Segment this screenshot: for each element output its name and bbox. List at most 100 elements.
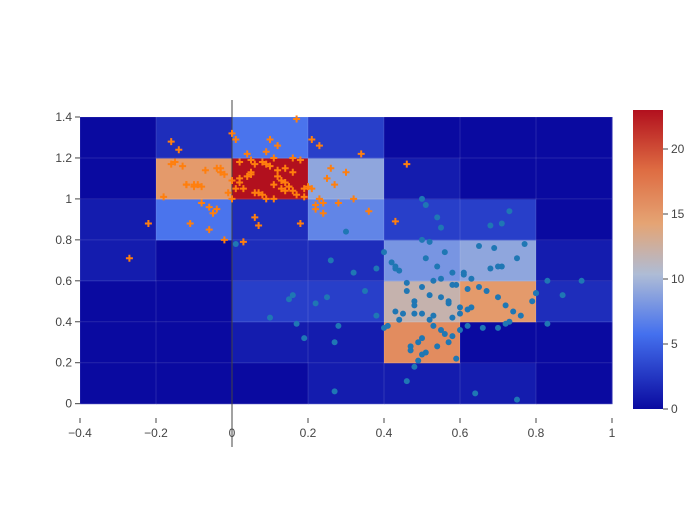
scatter-point bbox=[426, 292, 433, 299]
scatter-point bbox=[422, 202, 429, 209]
scatter-point bbox=[445, 298, 452, 305]
scatter-point bbox=[441, 249, 448, 256]
scatter-point bbox=[468, 275, 475, 282]
scatter-cross-point bbox=[255, 189, 263, 197]
heatmap-cell bbox=[80, 362, 157, 405]
scatter-points bbox=[125, 115, 585, 403]
scatter-cross-point bbox=[403, 160, 411, 168]
scatter-point bbox=[426, 316, 433, 323]
scatter-point bbox=[426, 238, 433, 245]
heatmap-cell bbox=[384, 117, 461, 159]
scatter-cross-point bbox=[296, 156, 304, 164]
heatmap-cell bbox=[384, 239, 461, 282]
scatter-point bbox=[449, 314, 456, 321]
scatter-point bbox=[487, 265, 494, 272]
scatter-point bbox=[289, 292, 296, 299]
scatter-point bbox=[403, 378, 410, 385]
scatter-cross-point bbox=[236, 158, 244, 166]
heatmap-cell bbox=[156, 198, 233, 241]
scatter-cross-point bbox=[304, 183, 312, 191]
colorbar-tick-label: 5 bbox=[671, 337, 678, 351]
y-tick-label: 1 bbox=[65, 192, 72, 206]
x-tick-label: 0.4 bbox=[376, 426, 393, 440]
scatter-point bbox=[438, 326, 444, 333]
scatter-point bbox=[514, 396, 520, 403]
scatter-cross-point bbox=[190, 181, 198, 189]
scatter-cross-point bbox=[220, 236, 228, 244]
heatmap-cell bbox=[536, 280, 613, 323]
scatter-point bbox=[457, 304, 463, 311]
scatter-cross-point bbox=[228, 176, 236, 184]
scatter-point bbox=[491, 245, 498, 252]
heatmap-cell bbox=[232, 239, 309, 282]
heatmap-cell bbox=[536, 239, 613, 282]
scatter-cross-point bbox=[319, 199, 327, 207]
scatter-point bbox=[411, 363, 418, 370]
scatter-cross-point bbox=[293, 115, 301, 123]
scatter-point bbox=[487, 222, 494, 229]
scatter-cross-point bbox=[144, 219, 152, 227]
y-tick-label: 0.8 bbox=[55, 233, 72, 247]
heatmap-cell bbox=[536, 362, 613, 405]
scatter-point bbox=[411, 302, 418, 309]
scatter-point bbox=[533, 290, 539, 297]
x-tick-label: 0.2 bbox=[300, 426, 317, 440]
colorbar-tick-label: 0 bbox=[671, 402, 678, 416]
scatter-point bbox=[449, 281, 456, 288]
scatter-cross-point bbox=[258, 158, 266, 166]
scatter-cross-point bbox=[357, 150, 365, 158]
heatmap-cell bbox=[156, 117, 233, 159]
scatter-cross-point bbox=[300, 193, 308, 201]
scatter-cross-point bbox=[296, 219, 304, 227]
scatter-cross-point bbox=[274, 166, 282, 174]
scatter-cross-point bbox=[243, 150, 251, 158]
scatter-cross-point bbox=[255, 222, 263, 230]
scatter-point bbox=[498, 220, 505, 227]
heatmap-cell bbox=[460, 117, 537, 159]
scatter-cross-point bbox=[331, 181, 339, 189]
scatter-point bbox=[362, 288, 368, 295]
heatmap-cell bbox=[536, 198, 613, 241]
heatmap-cell bbox=[156, 321, 233, 364]
x-tick-label: 0 bbox=[229, 426, 236, 440]
scatter-cross-point bbox=[293, 191, 301, 199]
x-tick-label: 0.8 bbox=[528, 426, 545, 440]
scatter-cross-point bbox=[228, 129, 236, 137]
scatter-point bbox=[392, 263, 399, 270]
heatmap-cell bbox=[80, 198, 157, 241]
heatmap-cell bbox=[156, 239, 233, 282]
scatter-point bbox=[392, 308, 399, 315]
scatter-cross-point bbox=[160, 193, 168, 201]
axes: −0.4 −0.2 0 0.2 0.4 0.6 0.8 1 0 0.2 0.4 0.6 0.8 1 1.2 1… bbox=[55, 100, 616, 447]
scatter-cross-point bbox=[281, 164, 289, 172]
scatter-cross-point bbox=[232, 185, 240, 193]
scatter-point bbox=[468, 304, 475, 311]
scatter-cross-point bbox=[232, 136, 240, 144]
heatmap-cell bbox=[80, 280, 157, 323]
scatter-point bbox=[411, 310, 418, 317]
scatter-point bbox=[419, 195, 425, 202]
scatter-cross-point bbox=[217, 164, 225, 172]
heatmap-cell bbox=[384, 198, 461, 241]
scatter-cross-point bbox=[224, 189, 232, 197]
scatter-point bbox=[400, 310, 406, 317]
scatter-cross-point bbox=[327, 164, 335, 172]
heatmap-cell bbox=[308, 321, 385, 364]
heatmap-cell bbox=[156, 280, 233, 323]
scatter-cross-point bbox=[319, 209, 327, 217]
gridlines bbox=[79, 116, 613, 418]
heatmap-cell bbox=[80, 239, 157, 282]
heatmap-cell bbox=[384, 362, 461, 405]
y-tick-label: 1.2 bbox=[55, 151, 72, 165]
scatter-cross-point bbox=[270, 154, 278, 162]
heatmap-cell bbox=[308, 157, 385, 200]
scatter-cross-point bbox=[262, 160, 270, 168]
scatter-point bbox=[327, 257, 334, 264]
scatter-point bbox=[529, 298, 536, 305]
heatmap-cells bbox=[80, 117, 613, 405]
scatter-cross-point bbox=[315, 142, 323, 150]
heatmap-cell bbox=[308, 117, 385, 159]
colorbar-tick-label: 10 bbox=[671, 272, 685, 286]
scatter-point bbox=[495, 294, 501, 301]
